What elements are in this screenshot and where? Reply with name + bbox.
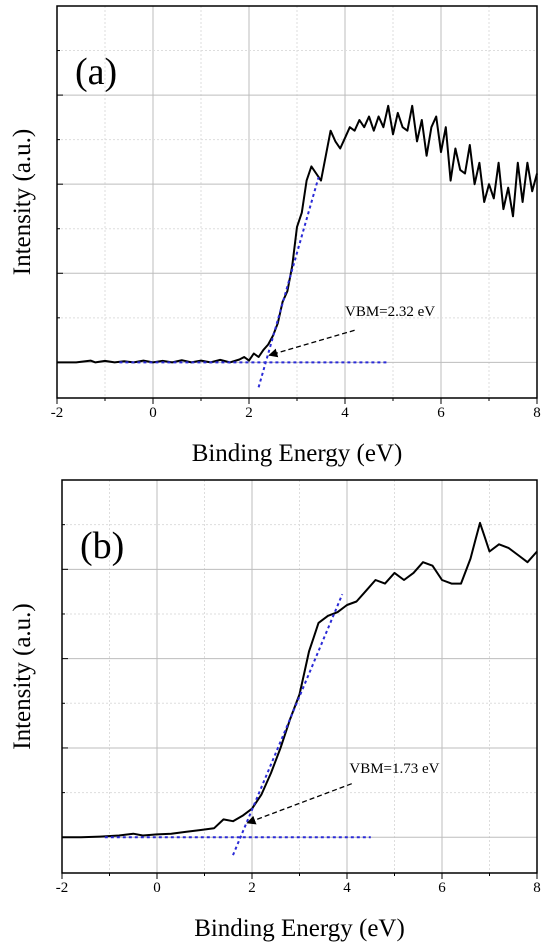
x-tick-label: 4	[343, 880, 351, 896]
x-tick-label: -2	[51, 405, 64, 421]
y-axis-title: Intensity (a.u.)	[9, 129, 36, 275]
annotation-arrow	[246, 783, 352, 825]
x-tick-label: -2	[56, 880, 69, 896]
fit-line	[257, 176, 320, 388]
grid	[62, 480, 537, 873]
x-tick-label: 6	[437, 405, 445, 421]
x-tick-label: 2	[245, 405, 253, 421]
annotation-label: VBM=1.73 eV	[349, 761, 439, 777]
annotation-group: VBM=1.73 eV	[246, 761, 440, 825]
y-axis-title: Intensity (a.u.)	[9, 603, 36, 749]
x-tick-label: 8	[533, 405, 541, 421]
panel-label: (a)	[75, 51, 117, 93]
fit-line	[232, 593, 344, 856]
panel-b: VBM=1.73 eV -2 0 2 4 6 8 (b) Binding Energy (…	[9, 479, 541, 942]
grid	[57, 6, 537, 398]
x-tick-label: 2	[248, 880, 256, 896]
x-tick-label: 4	[341, 405, 349, 421]
tick-group: -2 0 2 4 6 8	[51, 50, 541, 421]
x-axis-title: Binding Energy (eV)	[192, 440, 403, 467]
x-tick-label: 0	[149, 405, 157, 421]
x-tick-label: 8	[533, 880, 541, 896]
x-tick-label: 6	[438, 880, 446, 896]
panel-a: VBM=2.32 eV -2 0 2 4 6 8 (a) Binding Energy (…	[9, 5, 541, 467]
annotation-group: VBM=2.32 eV	[268, 304, 435, 358]
x-tick-label: 0	[153, 880, 161, 896]
series-group	[62, 521, 538, 856]
x-axis-title: Binding Energy (eV)	[194, 915, 405, 942]
tick-group: -2 0 2 4 6 8	[56, 524, 541, 896]
panel-label: (b)	[80, 525, 124, 567]
annotation-label: VBM=2.32 eV	[345, 304, 435, 320]
data-series-line	[62, 521, 538, 839]
annotation-arrow	[268, 329, 355, 358]
data-series-line	[57, 104, 538, 364]
